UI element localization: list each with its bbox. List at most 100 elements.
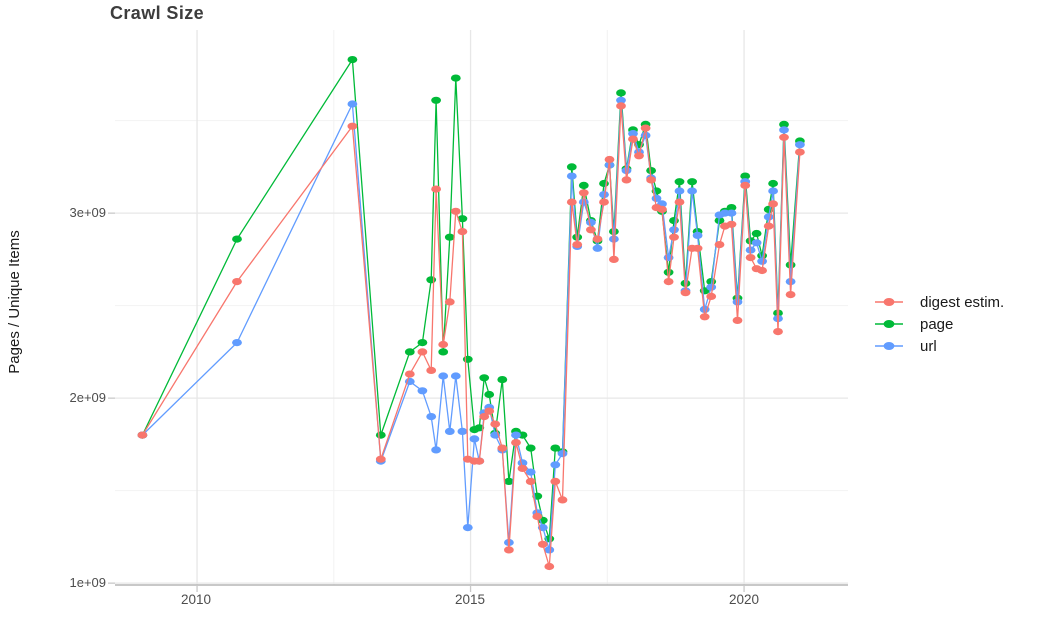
data-point-page bbox=[525, 444, 536, 452]
data-point-digest-estim- bbox=[557, 496, 568, 504]
data-point-digest-estim- bbox=[525, 477, 536, 485]
data-point-digest-estim- bbox=[578, 189, 589, 197]
data-point-digest-estim- bbox=[347, 122, 358, 130]
data-point-url bbox=[621, 167, 632, 175]
legend-key-point bbox=[883, 342, 895, 350]
data-point-url bbox=[616, 96, 626, 104]
data-point-url bbox=[706, 283, 717, 291]
data-point-digest-estim- bbox=[375, 455, 386, 463]
data-point-digest-estim- bbox=[640, 124, 651, 132]
x-tick-label-2010: 2010 bbox=[180, 592, 212, 607]
data-point-url bbox=[768, 187, 778, 195]
data-point-digest-estim- bbox=[699, 313, 710, 321]
data-point-page bbox=[404, 348, 415, 356]
data-point-digest-estim- bbox=[768, 200, 778, 208]
data-point-digest-estim- bbox=[726, 220, 737, 228]
data-point-url bbox=[550, 461, 561, 469]
data-point-digest-estim- bbox=[779, 133, 789, 141]
data-point-digest-estim- bbox=[532, 512, 543, 521]
data-point-url bbox=[450, 372, 461, 380]
data-point-digest-estim- bbox=[544, 562, 555, 571]
data-point-url bbox=[469, 435, 480, 443]
data-point-digest-estim- bbox=[604, 155, 615, 164]
y-tick-label-1e09: 1e+09 bbox=[69, 575, 106, 590]
data-point-digest-estim- bbox=[517, 464, 528, 472]
data-point-page bbox=[768, 179, 778, 188]
data-point-digest-estim- bbox=[474, 457, 485, 465]
data-point-url bbox=[431, 446, 441, 454]
data-point-digest-estim- bbox=[592, 235, 603, 243]
data-point-digest-estim- bbox=[616, 102, 626, 110]
data-point-digest-estim- bbox=[490, 420, 501, 428]
data-point-digest-estim- bbox=[732, 316, 743, 324]
data-point-digest-estim- bbox=[572, 241, 583, 249]
data-point-url bbox=[557, 450, 568, 458]
data-point-url bbox=[457, 427, 468, 435]
data-point-digest-estim- bbox=[137, 431, 148, 439]
legend-key-digest-icon bbox=[875, 298, 903, 306]
data-point-page bbox=[375, 431, 386, 439]
data-point-page bbox=[646, 167, 656, 175]
data-point-page bbox=[663, 268, 674, 276]
data-point-page bbox=[479, 374, 490, 382]
data-point-digest-estim- bbox=[795, 148, 805, 156]
data-point-page bbox=[599, 179, 609, 188]
data-point-url bbox=[751, 239, 762, 247]
data-point-digest-estim- bbox=[232, 278, 242, 286]
data-point-page bbox=[431, 96, 441, 104]
data-point-digest-estim- bbox=[479, 413, 490, 421]
data-point-url bbox=[525, 468, 536, 476]
data-point-digest-estim- bbox=[657, 205, 667, 213]
data-point-digest-estim- bbox=[497, 444, 508, 452]
data-point-page bbox=[550, 444, 561, 452]
legend-key-point bbox=[883, 298, 895, 306]
data-point-page bbox=[616, 89, 626, 97]
data-point-page bbox=[740, 172, 751, 180]
data-point-page bbox=[497, 376, 508, 384]
data-point-digest-estim- bbox=[745, 254, 756, 262]
x-tick-label-2015: 2015 bbox=[454, 592, 486, 607]
data-point-page bbox=[484, 390, 495, 399]
data-point-digest-estim- bbox=[484, 407, 495, 415]
data-point-page bbox=[426, 276, 437, 284]
data-point-url bbox=[779, 126, 789, 134]
chart-title: Crawl Size bbox=[110, 3, 205, 23]
data-point-digest-estim- bbox=[785, 291, 796, 299]
data-point-digest-estim- bbox=[566, 198, 577, 206]
data-point-digest-estim- bbox=[450, 207, 461, 215]
data-point-digest-estim- bbox=[740, 181, 751, 189]
data-point-url bbox=[599, 191, 609, 199]
data-point-digest-estim- bbox=[674, 198, 685, 206]
data-point-url bbox=[426, 413, 437, 421]
data-point-url bbox=[578, 198, 589, 206]
legend-item-page: page bbox=[874, 313, 1004, 335]
data-point-digest-estim- bbox=[680, 289, 691, 297]
data-point-page bbox=[751, 229, 762, 238]
data-point-page bbox=[450, 74, 461, 82]
data-point-page bbox=[566, 163, 577, 171]
data-point-url bbox=[444, 427, 455, 435]
data-point-page bbox=[726, 204, 737, 212]
data-point-digest-estim- bbox=[511, 439, 521, 447]
data-point-url bbox=[462, 524, 473, 532]
data-point-page bbox=[462, 355, 473, 363]
data-point-digest-estim- bbox=[669, 233, 679, 241]
data-point-url bbox=[763, 213, 774, 221]
data-point-digest-estim- bbox=[714, 241, 725, 249]
legend-key-url-icon bbox=[875, 342, 903, 350]
data-point-page bbox=[457, 215, 468, 223]
data-point-digest-estim- bbox=[757, 266, 767, 275]
data-point-url bbox=[628, 130, 638, 138]
data-point-digest-estim- bbox=[763, 222, 774, 230]
data-point-digest-estim- bbox=[663, 278, 674, 286]
legend-item-digest-estim: digest estim. bbox=[874, 291, 1004, 313]
data-point-page bbox=[674, 178, 685, 186]
legend-label-url: url bbox=[920, 337, 937, 355]
data-point-url bbox=[669, 226, 679, 234]
data-point-page bbox=[578, 181, 589, 189]
data-point-digest-estim- bbox=[599, 198, 609, 206]
data-point-url bbox=[544, 546, 555, 554]
data-point-digest-estim- bbox=[550, 477, 561, 485]
